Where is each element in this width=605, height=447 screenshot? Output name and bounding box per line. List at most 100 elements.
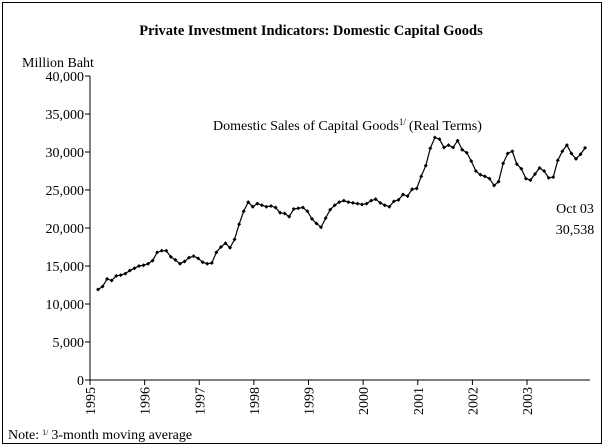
data-point xyxy=(182,259,187,264)
data-point xyxy=(414,186,419,191)
data-point xyxy=(473,169,478,173)
y-tick-label: 35,000 xyxy=(46,108,85,123)
data-point xyxy=(150,258,155,263)
data-point xyxy=(355,201,360,206)
data-point xyxy=(191,254,196,259)
data-point xyxy=(218,245,223,249)
data-point xyxy=(250,204,255,209)
data-point xyxy=(341,198,346,203)
data-point xyxy=(205,261,210,266)
data-point xyxy=(432,135,437,140)
data-point xyxy=(533,172,538,177)
data-point xyxy=(223,241,228,246)
note-superscript: 1/ xyxy=(42,428,49,437)
x-tick-label: 2003 xyxy=(521,387,536,415)
data-point xyxy=(382,203,387,208)
data-point xyxy=(241,209,246,214)
data-point xyxy=(405,194,410,199)
data-point xyxy=(564,143,569,148)
data-point xyxy=(291,207,296,211)
x-tick-label: 1998 xyxy=(248,387,263,415)
data-point xyxy=(428,146,433,151)
x-tick-label: 1999 xyxy=(303,387,318,415)
y-tick-label: 20,000 xyxy=(46,222,85,237)
data-point xyxy=(460,147,465,152)
data-point xyxy=(319,225,324,230)
data-point xyxy=(478,172,483,177)
data-point xyxy=(346,200,351,205)
data-point xyxy=(168,254,173,259)
data-point xyxy=(510,149,515,154)
data-point xyxy=(209,260,214,265)
data-point xyxy=(410,187,415,192)
data-point xyxy=(569,151,574,156)
data-point xyxy=(369,198,374,203)
data-point xyxy=(574,156,578,161)
series-label: Domestic Sales of Capital Goods1/(Real T… xyxy=(213,117,482,134)
y-axis-label: Million Baht xyxy=(22,56,94,71)
annotation: 30,538 xyxy=(556,223,595,238)
data-point xyxy=(228,245,233,250)
data-point xyxy=(187,255,192,260)
data-point xyxy=(401,192,406,197)
annotation: Oct 03 xyxy=(556,202,594,217)
y-tick-label: 30,000 xyxy=(46,146,85,161)
data-point xyxy=(378,200,383,205)
series-name: Domestic Sales of Capital Goods xyxy=(213,119,399,134)
data-point xyxy=(514,162,519,167)
data-point xyxy=(337,200,342,205)
data-point xyxy=(492,183,497,188)
note: Note: 1/3-month moving average xyxy=(8,428,192,443)
data-point xyxy=(314,221,319,226)
series-suffix: (Real Terms) xyxy=(409,119,482,134)
y-tick-label: 5,000 xyxy=(53,336,85,351)
note-prefix: Note: xyxy=(8,428,39,443)
data-point xyxy=(496,179,501,184)
data-point xyxy=(332,203,337,208)
data-point xyxy=(155,250,160,255)
data-point xyxy=(268,203,273,208)
data-point xyxy=(387,204,392,209)
chart-title: Private Investment Indicators: Domestic … xyxy=(139,23,483,39)
data-point xyxy=(519,166,524,171)
y-tick-label: 25,000 xyxy=(46,184,85,199)
note-text: 3-month moving average xyxy=(51,428,192,443)
data-point xyxy=(273,205,278,210)
data-point xyxy=(360,202,365,207)
data-point xyxy=(214,250,219,255)
data-point xyxy=(127,268,132,273)
data-point xyxy=(350,200,355,205)
x-tick-label: 2001 xyxy=(412,387,427,415)
data-point xyxy=(100,284,105,289)
data-point xyxy=(583,145,588,150)
data-point xyxy=(146,261,151,266)
data-point xyxy=(177,261,182,266)
data-point xyxy=(136,264,141,268)
data-point xyxy=(482,174,487,179)
data-point xyxy=(373,197,378,202)
data-point xyxy=(560,149,565,154)
data-point xyxy=(105,276,110,281)
data-point xyxy=(391,199,396,204)
data-point xyxy=(487,176,492,181)
x-tick-label: 1997 xyxy=(193,387,208,415)
data-point xyxy=(505,151,510,156)
data-point xyxy=(282,211,287,216)
data-point xyxy=(528,178,533,183)
data-point xyxy=(451,145,456,150)
data-point xyxy=(542,169,547,173)
data-point xyxy=(159,248,164,253)
data-point xyxy=(441,145,446,150)
data-point xyxy=(446,143,451,148)
data-point xyxy=(114,273,119,278)
data-point xyxy=(537,165,542,170)
data-point xyxy=(173,257,178,262)
x-tick-label: 2000 xyxy=(357,387,372,415)
y-tick-label: 0 xyxy=(77,374,84,389)
x-tick-label: 1995 xyxy=(84,387,99,415)
data-point xyxy=(109,278,114,283)
data-point xyxy=(455,138,460,143)
data-point xyxy=(259,203,264,208)
y-tick-label: 15,000 xyxy=(46,260,85,275)
